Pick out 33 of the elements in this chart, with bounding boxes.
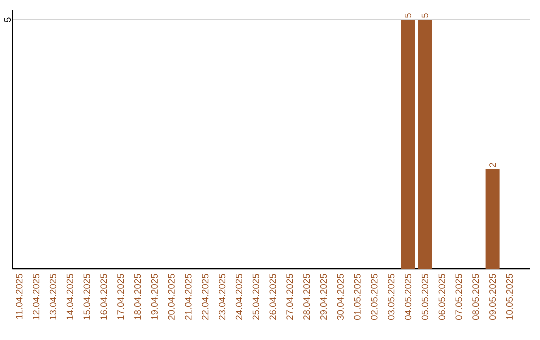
x-tick-label: 02.05.2025 [371,274,378,320]
x-tick-label: 22.04.2025 [202,274,209,320]
x-tick-label: 12.04.2025 [33,274,40,320]
x-tick-label: 11.04.2025 [16,274,23,320]
x-tick-label: 07.05.2025 [456,274,462,320]
x-tick-label: 18.04.2025 [134,274,142,320]
x-tick-label: 16.04.2025 [100,274,108,320]
data-label: 2 [490,163,496,168]
x-tick-label: 14.04.2025 [66,274,74,320]
x-tick-label: 26.04.2025 [270,274,276,320]
x-tick-label: 15.04.2025 [84,274,90,320]
x-tick-label: 27.04.2025 [286,274,294,320]
x-tick-label: 04.05.2025 [404,274,412,320]
x-tick-label: 17.04.2025 [118,274,124,320]
x-tick-label: 05.05.2025 [422,274,428,320]
data-label: 5 [422,14,428,18]
x-tick-label: 25.04.2025 [252,274,260,320]
x-tick-label: 06.05.2025 [438,274,446,320]
x-tick-label: 10.05.2025 [506,274,514,320]
x-tick-label: 21.04.2025 [185,274,192,320]
data-label: 5 [405,14,412,18]
x-tick-label: 08.05.2025 [472,274,480,320]
x-tick-label: 01.05.2025 [354,274,361,320]
x-tick-label: 29.04.2025 [320,274,328,320]
x-tick-label: 09.05.2025 [490,274,496,320]
x-tick-label: 20.04.2025 [168,274,175,320]
x-tick-label: 30.04.2025 [337,274,344,320]
x-tick-label: 24.04.2025 [236,274,243,320]
x-tick-label: 13.04.2025 [50,274,57,320]
x-tick-label: 03.05.2025 [388,274,395,320]
x-tick-label: 19.04.2025 [151,274,158,320]
x-tick-label: 23.04.2025 [219,274,226,320]
x-tick-label: 28.04.2025 [304,274,310,320]
